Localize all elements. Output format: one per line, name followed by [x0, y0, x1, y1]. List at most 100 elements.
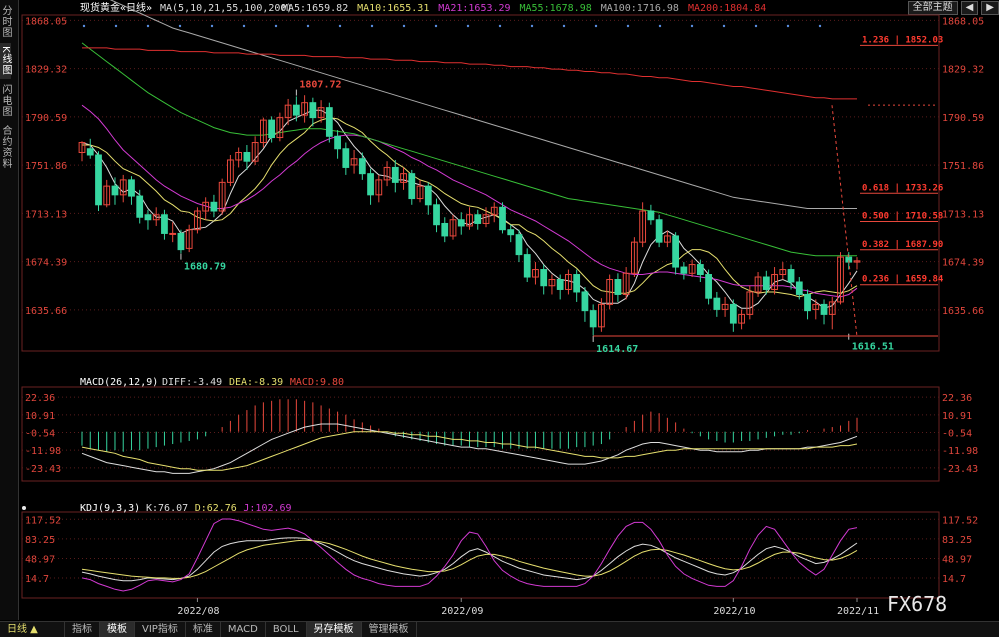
panel-border [21, 14, 940, 352]
candle-body [507, 229, 515, 236]
candle-body [433, 204, 440, 226]
ma-line-ma10 [82, 117, 858, 298]
ma-legend-item: MA55:1678.98 [520, 3, 592, 14]
candle-body [490, 206, 498, 216]
candle-body [111, 185, 119, 196]
y-tick-label-left: 1868.05 [25, 16, 67, 27]
candle [218, 178, 226, 215]
nav-prev-button[interactable]: ◀ [960, 0, 979, 15]
candle-body [606, 279, 614, 305]
price-annotation: 1614.67 [596, 344, 638, 355]
sidebar-item-flash[interactable]: 闪电图 [0, 83, 11, 117]
panel-border [21, 511, 940, 599]
y-tick-label-left: 1635.66 [25, 306, 67, 317]
macd-legend-item: DEA:-8.39 [229, 377, 283, 388]
candle-body [622, 272, 630, 295]
candle-body [771, 274, 778, 290]
candle [556, 274, 564, 300]
marker-dot [242, 24, 246, 28]
y-tick-label-right: -11.98 [942, 446, 978, 457]
candle [729, 299, 737, 332]
candle-body [284, 104, 292, 119]
marker-dot [146, 24, 150, 28]
bottom-tab[interactable]: MACD [221, 622, 266, 637]
candle-body [383, 166, 391, 181]
marker-dot [370, 24, 374, 28]
candle-body [474, 214, 482, 224]
price-annotation: 1807.72 [299, 80, 341, 91]
candle-body [672, 235, 680, 268]
candle-body [400, 173, 407, 183]
x-tick-label: 2022/08 [177, 606, 219, 617]
candle-body [210, 201, 218, 212]
macd-line-diff [81, 423, 858, 474]
marker-dot [82, 24, 86, 28]
candle [95, 151, 102, 212]
marker-dot [178, 24, 182, 28]
candle [738, 309, 745, 330]
ma-legend: MA5:1659.82 MA10:1655.31 MA21:1653.29 MA55:… [282, 3, 766, 14]
candle-body [103, 185, 111, 206]
candle [696, 259, 704, 282]
candle [136, 189, 144, 224]
bottom-tab[interactable]: 指标 [65, 622, 100, 637]
period-selector[interactable]: 日线 ▲ [0, 622, 65, 637]
ma-params-label: MA(5,10,21,55,100,200) [160, 3, 292, 14]
theme-select[interactable]: 全部主题 [907, 0, 958, 15]
candle-body [161, 214, 168, 234]
bottom-tab[interactable]: 标准 [186, 622, 221, 637]
sidebar-item-kline[interactable]: K线图 [0, 43, 11, 79]
kdj-line-k [81, 537, 858, 582]
y-tick-label-left: 10.91 [25, 411, 55, 422]
candle [639, 202, 647, 248]
x-axis: 2022/08 2022/09 2022/10 2022/11 [177, 598, 879, 617]
candle-body [358, 158, 366, 175]
candle-body [721, 303, 729, 310]
y-tick-label-left: 1713.13 [25, 209, 67, 220]
candle-body [86, 148, 94, 156]
candle [78, 141, 86, 162]
y-tick-label-right: 1674.39 [942, 258, 984, 269]
sidebar-item-contract-info[interactable]: 合约资料 [0, 124, 11, 169]
candle-body [227, 159, 234, 183]
bottom-tab[interactable]: 模板 [100, 622, 135, 637]
ma-line-ma55 [81, 42, 857, 257]
candle-body [663, 235, 671, 243]
candle-body [268, 119, 276, 139]
marker-dot [274, 24, 278, 28]
marker-dot [434, 24, 438, 28]
candle [400, 167, 407, 190]
candle [771, 267, 778, 295]
candle-body [441, 222, 449, 237]
candle-body [292, 104, 300, 116]
sidebar-item-timeshare[interactable]: 分时图 [0, 5, 11, 38]
candle [507, 224, 515, 243]
marker-dot [786, 24, 790, 28]
candle-body [837, 256, 844, 303]
candle [449, 214, 457, 240]
candle-body [573, 274, 581, 293]
bottom-tab[interactable]: 另存模板 [306, 622, 362, 637]
y-tick-label-left: 83.25 [25, 535, 55, 546]
marker-dot [498, 24, 502, 28]
bottom-tab[interactable]: 管理模板 [362, 622, 417, 637]
candle [457, 212, 465, 235]
watermark: FX678 [887, 592, 947, 616]
marker-dot [754, 24, 758, 28]
chart-canvas[interactable]: 现货黄金«日线» MA(5,10,21,55,100,200) MA5:1659… [0, 0, 999, 620]
candle [251, 136, 259, 165]
candle-body [391, 166, 399, 183]
candle-body [804, 293, 811, 312]
bottom-tab[interactable]: BOLL [266, 622, 307, 637]
svg-text:现货黄金«日线»: 现货黄金«日线» [80, 1, 152, 14]
candle-body [680, 266, 688, 274]
candle [358, 152, 366, 180]
candle [210, 194, 218, 218]
kdj-title: KDJ(9,3,3) [80, 503, 140, 514]
candle-body [746, 291, 754, 315]
candle [276, 112, 284, 142]
bottom-tab[interactable]: VIP指标 [135, 622, 186, 637]
y-tick-label-right: 14.7 [942, 574, 966, 585]
candle-body [820, 303, 828, 315]
candle-body [639, 210, 647, 243]
